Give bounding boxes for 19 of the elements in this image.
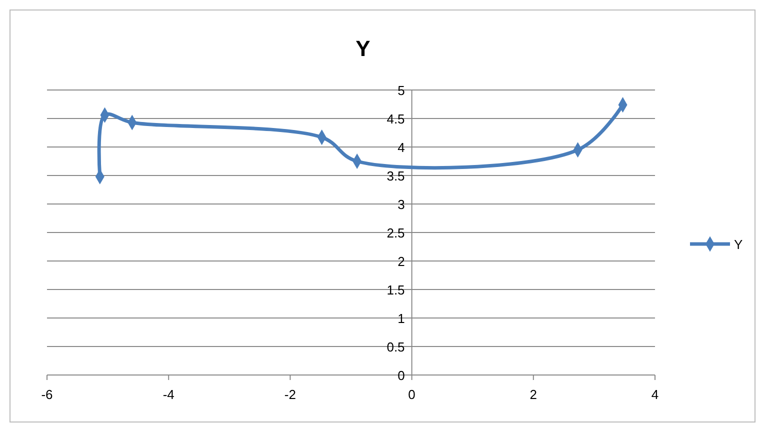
y-tick-label: 4 — [398, 140, 405, 155]
y-tick-label: 2.5 — [386, 226, 405, 240]
y-tick-label: 3.5 — [386, 168, 405, 184]
y-tick-label: 2 — [398, 254, 405, 269]
x-tick-label: 0 — [408, 387, 416, 402]
y-tick-label: 0 — [398, 368, 405, 383]
y-tick-label: 1 — [398, 311, 405, 326]
chart-title: Y — [356, 36, 371, 61]
x-tick-label: -6 — [41, 387, 53, 402]
x-tick-label: 4 — [651, 387, 659, 402]
y-tick-label: 1.5 — [386, 282, 405, 298]
y-tick-label: 0.5 — [386, 340, 405, 354]
x-tick-label: -4 — [162, 387, 174, 402]
legend-label: Y — [734, 237, 743, 252]
y-tick-label: 4.5 — [386, 112, 405, 126]
y-tick-label: 3 — [398, 197, 405, 212]
y-tick-label: 5 — [398, 83, 405, 98]
x-tick-label: -2 — [284, 387, 296, 402]
x-tick-label: 2 — [530, 387, 538, 402]
